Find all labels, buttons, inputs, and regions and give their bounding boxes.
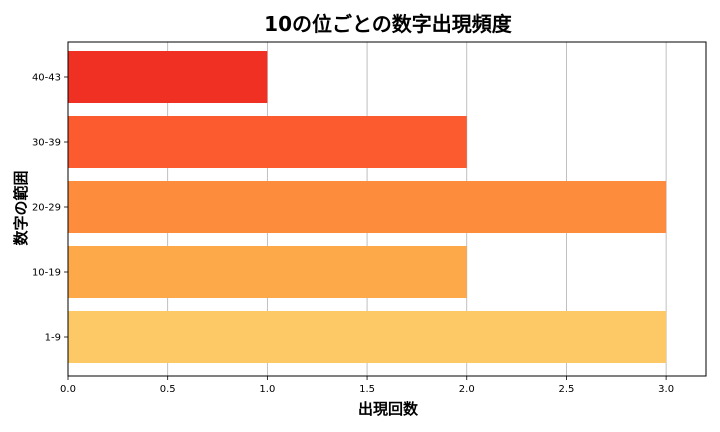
bar-20-29 (68, 181, 667, 233)
y-axis-ticks: 1-9 10-19 20-29 30-39 40-43 (32, 73, 68, 344)
y-tick-label: 40-43 (32, 73, 61, 84)
y-tick-label: 20-29 (32, 203, 61, 214)
y-tick-label: 10-19 (32, 268, 61, 279)
bar-30-39 (68, 116, 467, 168)
x-tick-label: 0.5 (160, 384, 176, 395)
x-axis-ticks: 0.0 0.5 1.0 1.5 2.0 2.5 3.0 (60, 376, 674, 395)
chart-title: 10の位ごとの数字出現頻度 (264, 12, 513, 36)
bar-10-19 (68, 246, 467, 298)
x-tick-label: 3.0 (658, 384, 674, 395)
bar-1-9 (68, 311, 667, 363)
x-tick-label: 1.5 (359, 384, 375, 395)
y-axis-label: 数字の範囲 (12, 170, 30, 245)
x-tick-label: 2.5 (558, 384, 574, 395)
bars (68, 51, 667, 363)
bar-40-43 (68, 51, 268, 103)
y-tick-label: 30-39 (32, 138, 61, 149)
y-tick-label: 1-9 (45, 333, 61, 344)
x-axis-label: 出現回数 (358, 400, 419, 418)
plot-frame (67, 41, 707, 377)
x-tick-label: 0.0 (60, 384, 76, 395)
x-tick-label: 2.0 (459, 384, 475, 395)
x-tick-label: 1.0 (259, 384, 275, 395)
